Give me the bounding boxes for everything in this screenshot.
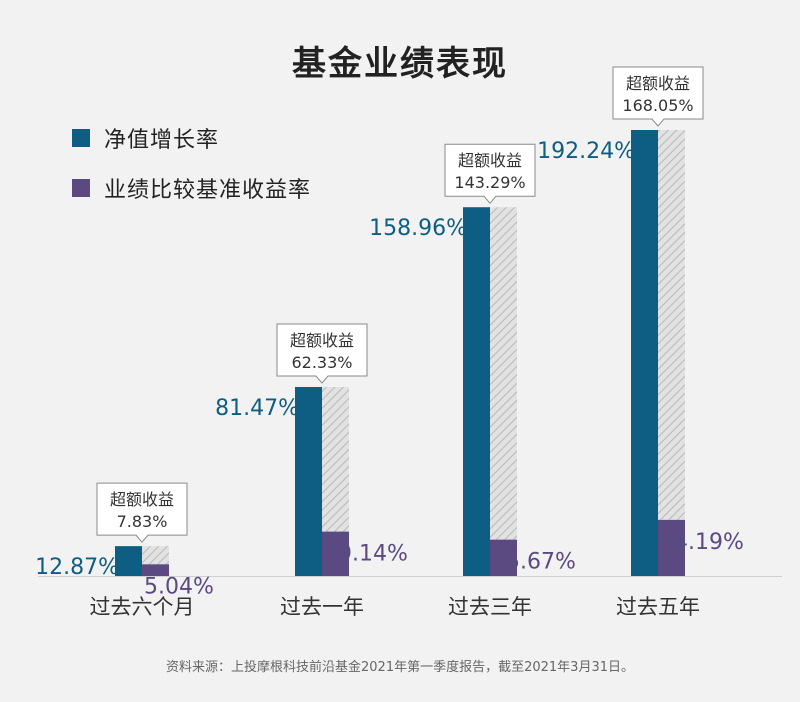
source-note: 资料来源：上投摩根科技前沿基金2021年第一季度报告，截至2021年3月31日。 [166, 660, 634, 675]
nav-growth-bar [115, 546, 142, 576]
nav-growth-value-label: 12.87% [35, 555, 119, 580]
x-tick-label: 过去六个月 [90, 595, 195, 619]
benchmark-value-label: 24.19% [660, 530, 744, 555]
excess-callout-box [96, 482, 188, 543]
excess-callout-value: 62.33% [291, 353, 352, 372]
excess-callout-box [612, 66, 704, 127]
excess-callout-box [276, 323, 368, 384]
excess-bar [490, 207, 517, 540]
legend-item-benchmark: 业绩比较基准收益率 [72, 172, 311, 204]
excess-bar [142, 546, 169, 565]
legend: 净值增长率 业绩比较基准收益率 [72, 122, 311, 222]
benchmark-value-label: 15.67% [492, 550, 576, 575]
excess-callout-value: 143.29% [454, 173, 525, 192]
excess-callout-title: 超额收益 [110, 490, 174, 509]
benchmark-value-label: 19.14% [324, 542, 408, 567]
legend-item-nav-growth: 净值增长率 [72, 122, 311, 154]
excess-callout-value: 168.05% [622, 96, 693, 115]
nav-growth-value-label: 81.47% [215, 396, 299, 421]
nav-growth-value-label: 192.24% [537, 139, 635, 164]
excess-bar [322, 386, 349, 532]
legend-label-nav-growth: 净值增长率 [104, 128, 220, 153]
benchmark-bar [142, 564, 169, 576]
excess-callout-value: 7.83% [117, 512, 168, 531]
x-tick-label: 过去一年 [280, 595, 364, 619]
excess-callout-box [444, 143, 536, 204]
legend-label-benchmark: 业绩比较基准收益率 [104, 178, 312, 203]
nav-growth-value-label: 158.96% [369, 216, 467, 241]
x-tick-label: 过去三年 [448, 595, 532, 619]
benchmark-bar [658, 519, 685, 576]
legend-swatch-benchmark [72, 179, 90, 197]
excess-callout-title: 超额收益 [458, 151, 522, 170]
benchmark-bar [322, 531, 349, 576]
excess-callout-title: 超额收益 [290, 331, 354, 350]
excess-callout-title: 超额收益 [626, 74, 690, 93]
chart-title: 基金业绩表现 [292, 44, 508, 84]
excess-bar [658, 130, 685, 520]
nav-growth-bar [463, 207, 490, 577]
benchmark-value-label: 5.04% [144, 574, 214, 599]
x-tick-label: 过去五年 [616, 595, 700, 619]
nav-growth-bar [295, 386, 322, 576]
legend-swatch-nav-growth [72, 129, 90, 147]
benchmark-bar [490, 539, 517, 576]
nav-growth-bar [631, 130, 658, 576]
